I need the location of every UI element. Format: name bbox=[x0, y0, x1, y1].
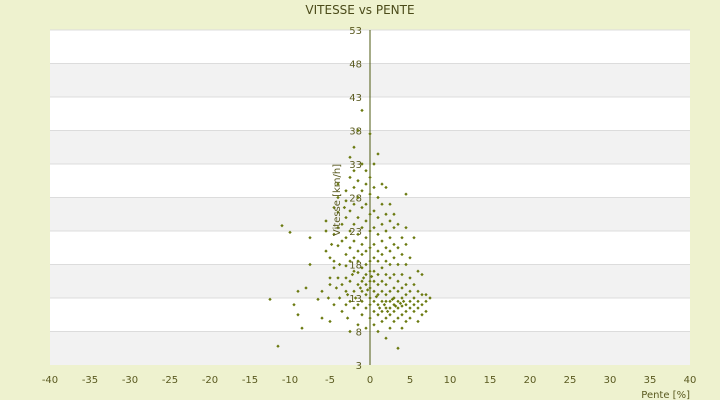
x-tick-label: 15 bbox=[484, 375, 497, 386]
x-tick-label: -25 bbox=[162, 375, 178, 386]
x-tick-label: -20 bbox=[202, 375, 218, 386]
x-tick-labels: -40 -35 -30 -25 -20 -15 -10 -5 0 5 10 15 20 25 30 35 40 bbox=[42, 375, 697, 386]
y-tick-label: 3 bbox=[356, 361, 362, 372]
y-tick-label: 8 bbox=[356, 328, 362, 339]
chart-title: VITESSE vs PENTE bbox=[305, 3, 414, 17]
y-tick-label: 33 bbox=[349, 160, 362, 171]
x-tick-label: -15 bbox=[242, 375, 258, 386]
y-axis-label: Vitesse [km/h] bbox=[332, 164, 343, 236]
x-tick-label: 25 bbox=[564, 375, 577, 386]
x-tick-label: 40 bbox=[684, 375, 697, 386]
x-tick-label: 30 bbox=[604, 375, 617, 386]
x-tick-label: -5 bbox=[325, 375, 335, 386]
x-tick-label: 35 bbox=[644, 375, 657, 386]
x-tick-label: 5 bbox=[407, 375, 413, 386]
x-tick-label: 20 bbox=[524, 375, 537, 386]
x-tick-label: -40 bbox=[42, 375, 58, 386]
y-tick-label: 28 bbox=[349, 194, 362, 205]
y-tick-label: 38 bbox=[349, 127, 362, 138]
y-tick-label: 53 bbox=[349, 26, 362, 37]
y-tick-label: 18 bbox=[349, 261, 362, 272]
data-point bbox=[342, 205, 347, 210]
x-tick-label: 0 bbox=[367, 375, 373, 386]
x-tick-label: 10 bbox=[444, 375, 457, 386]
x-tick-label: -35 bbox=[82, 375, 98, 386]
y-tick-label: 48 bbox=[349, 60, 362, 71]
x-tick-label: -30 bbox=[122, 375, 138, 386]
x-tick-label: -10 bbox=[282, 375, 298, 386]
x-axis-label: Pente [%] bbox=[641, 390, 690, 400]
y-tick-label: 23 bbox=[349, 227, 362, 238]
y-tick-label: 43 bbox=[349, 93, 362, 104]
